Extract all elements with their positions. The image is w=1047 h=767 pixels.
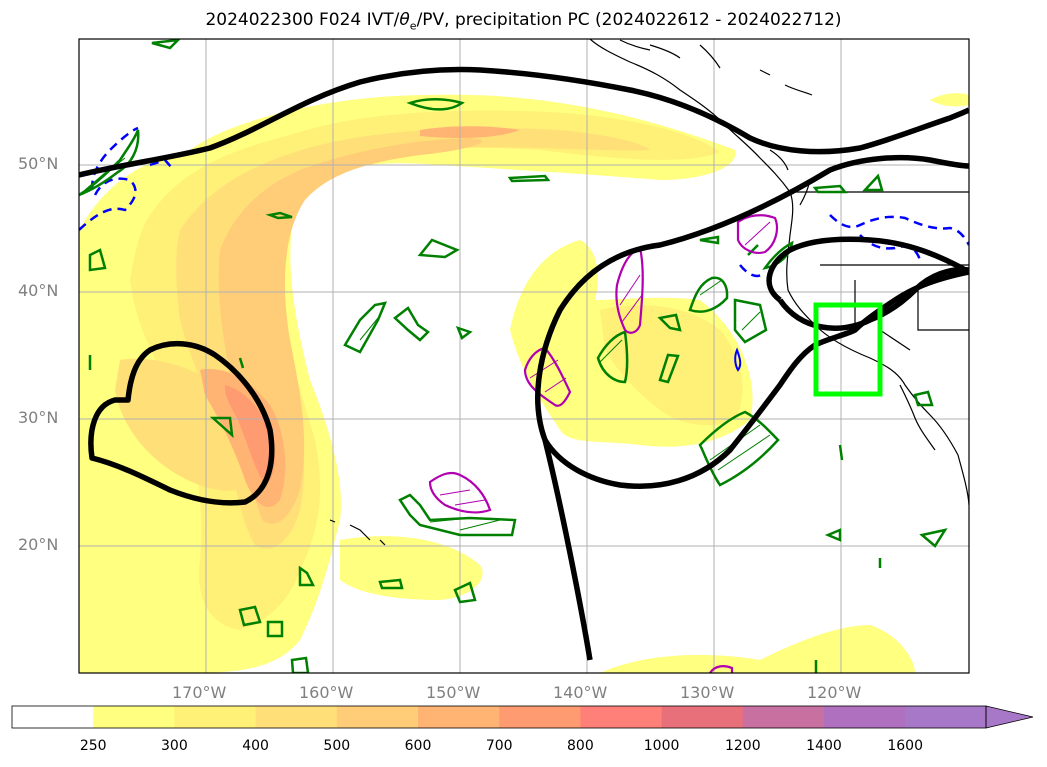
lon-label: 130°W xyxy=(680,683,735,702)
map-frame xyxy=(78,38,970,674)
colorbar-tick-label: 1400 xyxy=(806,738,842,754)
coastlines xyxy=(329,39,969,546)
lat-label: 30°N xyxy=(18,408,59,427)
colorbar-tick-label: 500 xyxy=(323,738,351,754)
blue-solid-contour xyxy=(734,347,742,372)
colorbar-tick-label: 400 xyxy=(242,738,269,754)
colorbar-tick-label: 1600 xyxy=(887,738,924,754)
theta-e-contours xyxy=(79,39,948,673)
colorbar-tick-label: 600 xyxy=(404,738,432,754)
jet-contours xyxy=(79,66,969,661)
lat-label: 40°N xyxy=(18,281,59,300)
colorbar-tick-label: 250 xyxy=(79,738,107,754)
lat-label: 20°N xyxy=(18,535,59,554)
lon-label: 160°W xyxy=(299,683,354,702)
colorbar-tick-label: 700 xyxy=(485,738,513,754)
ivt-shading xyxy=(79,93,969,673)
colorbar-tick-label: 300 xyxy=(161,738,188,754)
lon-label: 120°W xyxy=(807,683,862,702)
lon-label: 150°W xyxy=(426,683,481,702)
lat-label: 50°N xyxy=(18,154,59,173)
pv-hatch xyxy=(439,221,771,506)
lon-label: 170°W xyxy=(172,683,227,702)
colorbar-tick-label: 800 xyxy=(567,738,594,754)
chart-title: 2024022300 F024 IVT/θe/PV, precipitation… xyxy=(205,10,842,33)
region-highlight-box xyxy=(813,302,883,397)
colorbar-tick-label: 1200 xyxy=(724,738,761,754)
colorbar-tick-label: 1000 xyxy=(643,738,680,754)
lon-label: 140°W xyxy=(553,683,608,702)
